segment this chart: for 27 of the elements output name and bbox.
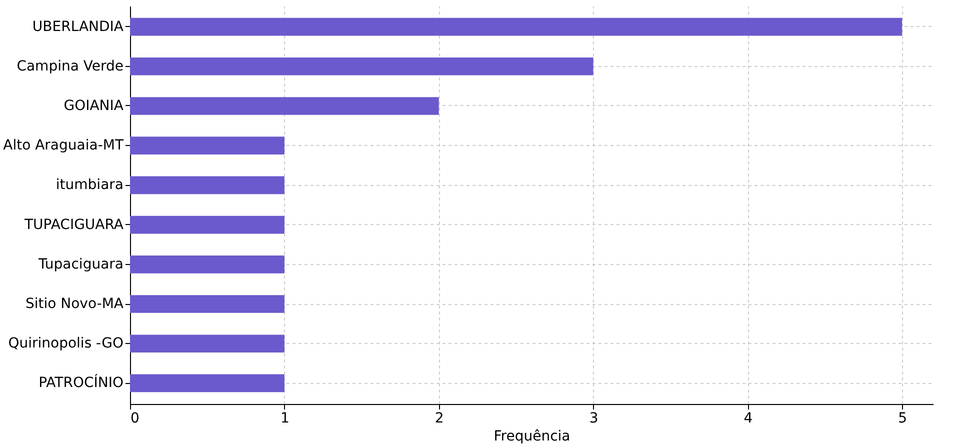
x-axis-title: Frequência (494, 428, 570, 444)
y-tick-label: GOIANIA (64, 98, 124, 114)
bar (130, 57, 594, 76)
bar (130, 334, 284, 353)
y-tick-label: UBERLANDIA (32, 18, 124, 35)
bar (130, 216, 284, 234)
y-tick-label: Quirinopolis -GO (8, 336, 124, 352)
bar (130, 255, 284, 274)
bar (130, 18, 902, 36)
bar (130, 136, 284, 155)
x-tick-label: 5 (898, 410, 908, 426)
bar (130, 176, 284, 194)
bar (130, 374, 284, 392)
y-tick-label: itumbiara (56, 177, 124, 194)
x-tick-label: 4 (744, 410, 753, 426)
y-tick-label: Campina Verde (16, 58, 124, 74)
bar (130, 295, 284, 313)
y-tick-label: Sitio Novo-MA (25, 296, 124, 312)
y-tick-label: Tupaciguara (37, 256, 124, 272)
x-tick-label: 2 (434, 410, 444, 426)
y-tick-label: TUPACIGUARA (24, 216, 124, 233)
x-tick-label: 0 (130, 410, 140, 426)
y-tick-label: Alto Araguaia-MT (3, 138, 124, 154)
x-tick-label: 3 (589, 410, 598, 426)
bar (130, 97, 439, 115)
y-tick-label: PATROCÍNIO (38, 374, 124, 392)
x-tick-label: 1 (280, 410, 290, 426)
